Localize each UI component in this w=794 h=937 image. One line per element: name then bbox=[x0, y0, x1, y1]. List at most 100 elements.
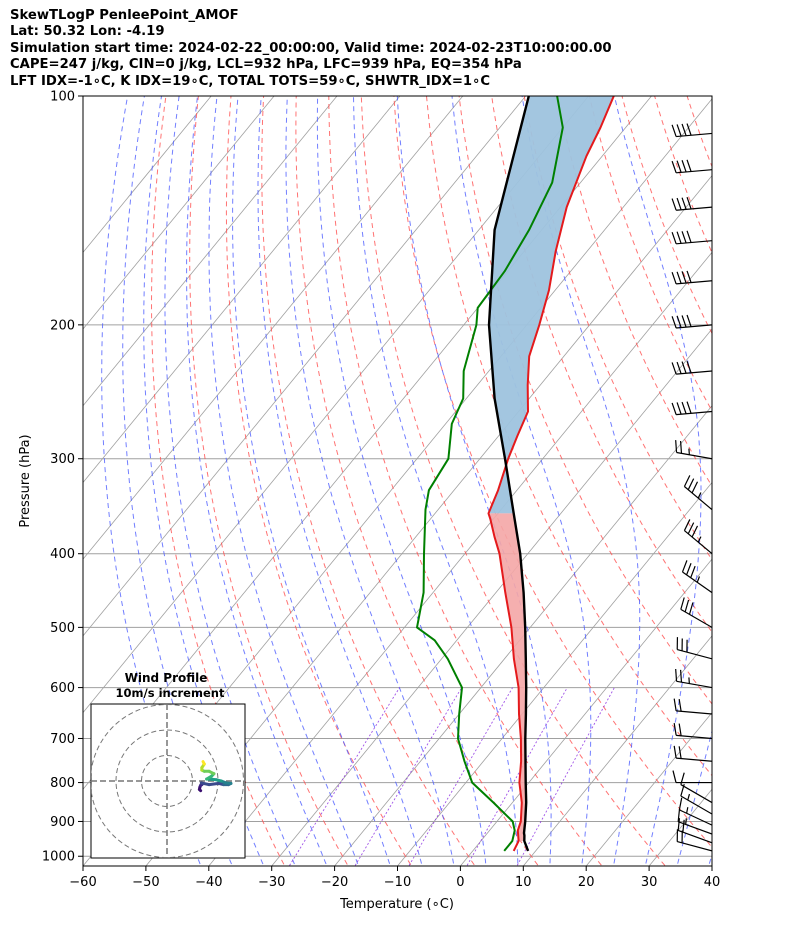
wind-barb bbox=[671, 270, 712, 285]
isotherm bbox=[522, 635, 712, 866]
wind-barb bbox=[678, 797, 712, 826]
dry-adiabat bbox=[556, 96, 712, 488]
dry-adiabat bbox=[752, 96, 794, 872]
mixing-ratio-line bbox=[516, 687, 615, 866]
dry-adiabat bbox=[654, 96, 712, 254]
wind-barb bbox=[671, 314, 712, 329]
y-tick-label: 400 bbox=[50, 547, 75, 562]
wind-barb bbox=[673, 723, 712, 740]
wind-barb bbox=[673, 698, 712, 715]
y-tick-label: 300 bbox=[50, 452, 75, 467]
y-axis-label: Pressure (hPa) bbox=[18, 434, 33, 527]
wind-barb bbox=[671, 360, 712, 375]
mixing-ratio-line bbox=[288, 687, 400, 866]
x-tick-label: −30 bbox=[258, 875, 285, 890]
moist-adiabat bbox=[257, 96, 423, 866]
y-tick-label: 900 bbox=[50, 815, 75, 830]
isotherm bbox=[334, 405, 712, 866]
dry-adiabat bbox=[360, 96, 666, 866]
wind-barb bbox=[676, 637, 712, 660]
moist-adiabat bbox=[353, 96, 519, 866]
dry-adiabat bbox=[393, 96, 712, 848]
x-tick-label: −60 bbox=[69, 875, 96, 890]
isotherm bbox=[459, 558, 712, 866]
dry-adiabat bbox=[426, 96, 712, 777]
isotherm bbox=[83, 96, 275, 330]
parcel-line bbox=[487, 96, 530, 852]
moist-adiabat bbox=[208, 96, 360, 866]
isotherm bbox=[83, 96, 212, 253]
moist-adiabat bbox=[708, 852, 712, 866]
hodograph-title: Wind Profile bbox=[125, 671, 208, 685]
temperature-line bbox=[487, 96, 615, 852]
x-tick-label: −10 bbox=[384, 875, 411, 890]
mixing-ratio-line bbox=[408, 687, 513, 866]
y-tick-label: 800 bbox=[50, 776, 75, 791]
moist-adiabat bbox=[164, 96, 296, 866]
dry-adiabat bbox=[720, 96, 794, 872]
wind-barb bbox=[671, 230, 712, 245]
wind-barb bbox=[681, 560, 712, 594]
dry-adiabat bbox=[225, 96, 413, 866]
mixing-ratio-line bbox=[354, 687, 463, 866]
isotherm bbox=[83, 96, 401, 484]
y-tick-label: 700 bbox=[50, 732, 75, 747]
wind-barb bbox=[671, 123, 712, 138]
x-tick-label: 20 bbox=[578, 875, 595, 890]
hodograph-ring bbox=[91, 704, 244, 858]
isotherm bbox=[83, 96, 527, 637]
wind-barb bbox=[680, 597, 712, 628]
wind-barb bbox=[671, 159, 712, 174]
hodograph-subtitle: 10m/s increment bbox=[116, 686, 225, 700]
x-tick-label: 10 bbox=[515, 875, 532, 890]
y-tick-label: 1000 bbox=[42, 850, 75, 865]
dry-adiabat bbox=[328, 96, 603, 866]
dry-adiabat bbox=[458, 96, 712, 705]
y-tick-label: 600 bbox=[50, 681, 75, 696]
mixing-ratio-line bbox=[466, 687, 568, 866]
wind-barb bbox=[672, 770, 712, 784]
moist-adiabat bbox=[676, 729, 712, 866]
x-axis-label: Temperature (∘C) bbox=[339, 897, 454, 912]
wind-barb bbox=[675, 440, 712, 460]
title-indices: LFT IDX=-1∘C, K IDX=19∘C, TOTAL TOTS=59∘… bbox=[10, 73, 491, 89]
isotherm bbox=[396, 481, 712, 866]
moist-adiabat bbox=[186, 96, 328, 866]
dry-adiabat bbox=[523, 96, 712, 561]
wind-barb bbox=[680, 783, 712, 815]
title-station: SkewTLogP PenleePoint_AMOF bbox=[10, 8, 239, 23]
x-tick-label: 30 bbox=[641, 875, 658, 890]
wind-barb bbox=[677, 809, 712, 835]
wind-barb bbox=[676, 829, 712, 852]
dry-adiabat bbox=[785, 96, 794, 872]
title-block: SkewTLogP PenleePoint_AMOF Lat: 50.32 Lo… bbox=[10, 8, 612, 90]
wind-barb bbox=[671, 197, 712, 211]
dry-adiabat bbox=[189, 96, 349, 866]
isotherm bbox=[271, 328, 712, 866]
wind-barb bbox=[683, 475, 712, 511]
moist-adiabat bbox=[738, 96, 794, 872]
title-times: Simulation start time: 2024-02-22_00:00:… bbox=[10, 40, 612, 56]
moist-adiabat bbox=[232, 96, 391, 866]
cape-lower-shading bbox=[488, 513, 527, 841]
isotherm bbox=[83, 96, 464, 560]
isotherm bbox=[585, 711, 712, 866]
isotherm bbox=[83, 96, 338, 407]
cape-upper-shading bbox=[488, 96, 614, 514]
wind-barb bbox=[675, 668, 712, 689]
x-tick-label: −20 bbox=[321, 875, 348, 890]
dry-adiabat bbox=[686, 96, 712, 168]
isotherm bbox=[711, 865, 712, 866]
isotherm bbox=[208, 251, 712, 866]
title-cape-stats: CAPE=247 j/kg, CIN=0 j/kg, LCL=932 hPa, … bbox=[10, 57, 522, 73]
moist-adiabat bbox=[285, 96, 455, 866]
y-tick-label: 200 bbox=[50, 318, 75, 333]
y-tick-label: 100 bbox=[50, 90, 75, 105]
dry-adiabat bbox=[588, 96, 712, 412]
dry-adiabat bbox=[295, 96, 540, 866]
hodograph-segment bbox=[201, 760, 206, 766]
wind-barb bbox=[683, 519, 712, 555]
x-tick-label: −50 bbox=[132, 875, 159, 890]
